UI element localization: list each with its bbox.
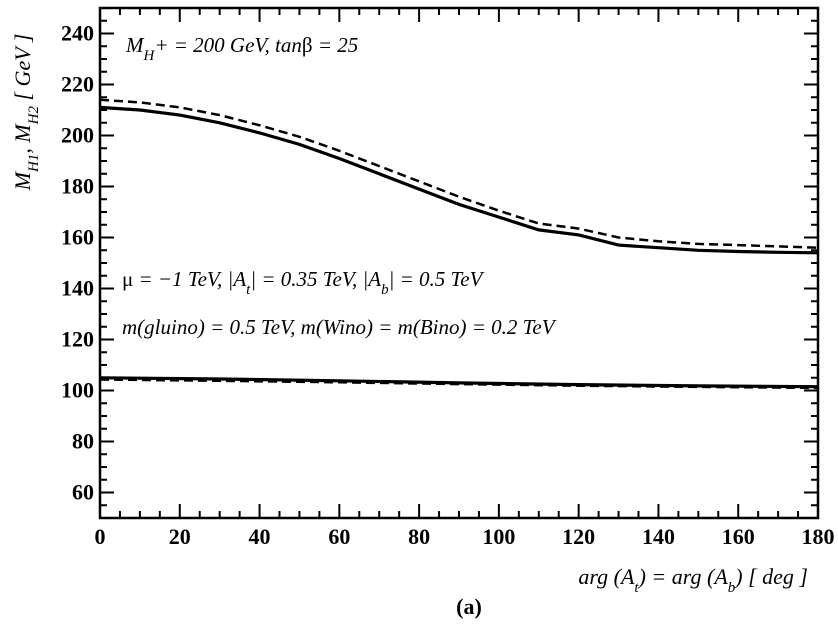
x-tick-label: 60 [328, 524, 350, 549]
text-run: ) [ deg ] [733, 564, 808, 589]
series-layer [99, 98, 819, 390]
subscript: H2 [26, 106, 42, 126]
series-line-4 [99, 378, 819, 390]
text-run: [ GeV ] [10, 34, 35, 106]
plot-frame-layer [98, 6, 820, 520]
x-tick-label: 120 [562, 524, 595, 549]
subscript: t [246, 282, 251, 298]
text-run: arg (A [578, 564, 635, 589]
labels-layer: 0 20 40 60 80 100 120 140 160 180 60 80 100 120 140 160… [10, 21, 835, 620]
x-tick-label: 100 [482, 524, 515, 549]
text-run: + = 200 GeV, tan [154, 33, 302, 57]
series-line-1 [99, 105, 819, 255]
series-line-2 [99, 98, 819, 249]
subscript: t [634, 580, 639, 596]
text-run: = 25 [313, 33, 359, 57]
y-tick-label: 200 [61, 123, 94, 148]
y-tick-label: 100 [61, 378, 94, 403]
y-tick-label: 180 [61, 174, 94, 199]
text-run: μ [122, 267, 133, 291]
x-tick-label: 160 [722, 524, 755, 549]
text-run: β [302, 33, 313, 57]
subscript: b [728, 580, 736, 596]
x-tick-label: 40 [249, 524, 271, 549]
text-run: | = 0.5 TeV [389, 267, 485, 291]
y-tick-label: 60 [72, 480, 94, 505]
x-tick-label: 80 [408, 524, 430, 549]
annotation-2: μ = −1 TeV, |At| = 0.35 TeV, |Ab| = 0.5 … [122, 267, 485, 298]
text-run: , M [10, 123, 35, 154]
y-tick-label: 220 [61, 72, 94, 97]
subscript: b [381, 282, 389, 298]
x-axis-title: arg (At) = arg (Ab) [ deg ] [578, 564, 808, 596]
y-tick-label: 160 [61, 225, 94, 250]
ticks-layer [99, 7, 819, 519]
text-run: ) = arg (A [637, 564, 729, 589]
y-tick-label: 240 [61, 21, 94, 46]
text-run: | = 0.35 TeV, |A [250, 267, 381, 291]
text-run: = −1 TeV, |A [133, 267, 246, 291]
plot-frame [98, 6, 820, 520]
y-tick-label: 80 [72, 429, 94, 454]
annotation-1: MH+ = 200 GeV, tanβ = 25 [125, 33, 358, 64]
annotation-3: m(gluino) = 0.5 TeV, m(Wino) = m(Bino) =… [122, 315, 557, 339]
y-axis-title: MH1, MH2 [ GeV ] [10, 34, 42, 192]
text-run: m(gluino) = 0.5 TeV, m(Wino) = m(Bino) =… [122, 315, 557, 339]
x-tick-label: 140 [642, 524, 675, 549]
x-tick-label: 180 [802, 524, 835, 549]
text-run: M [125, 33, 145, 57]
x-tick-label: 20 [169, 524, 191, 549]
y-tick-label: 120 [61, 327, 94, 352]
series-line-3 [99, 376, 819, 389]
subscript: H1 [26, 154, 42, 173]
x-tick-label: 0 [95, 524, 106, 549]
text-run: M [10, 170, 35, 191]
y-tick-label: 140 [61, 276, 94, 301]
figure-caption: (a) [456, 594, 482, 619]
subscript: H [143, 48, 156, 64]
